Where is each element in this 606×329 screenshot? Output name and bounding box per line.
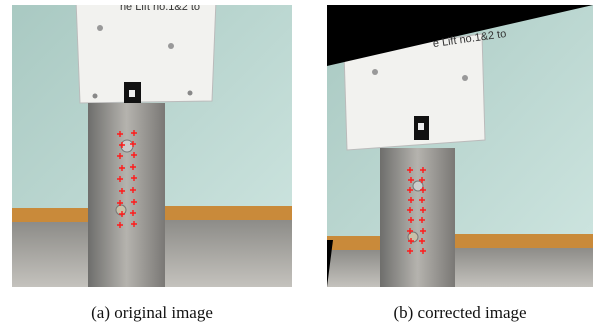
keypoint — [419, 238, 425, 244]
keypoint — [419, 217, 425, 223]
keypoint — [119, 188, 125, 194]
keypoint — [407, 187, 413, 193]
keypoint — [117, 131, 123, 137]
keypoint — [119, 211, 125, 217]
keypoint — [117, 200, 123, 206]
keypoint — [117, 176, 123, 182]
keypoint — [130, 164, 136, 170]
keypoint — [131, 152, 137, 158]
keypoint — [131, 130, 137, 136]
keypoint — [131, 175, 137, 181]
keypoint — [408, 197, 414, 203]
keypoint — [131, 221, 137, 227]
keypoint — [420, 167, 426, 173]
keypoint — [407, 228, 413, 234]
keypoints — [117, 130, 137, 228]
keypoint — [408, 177, 414, 183]
keypoints — [407, 167, 426, 254]
keypoint — [117, 153, 123, 159]
photo-corrected: e Lift no.1&2 to — [327, 5, 593, 287]
photo-original: he Lift no.1&2 to — [12, 1, 292, 287]
keypoint — [407, 248, 413, 254]
sign-text: he Lift no.1&2 to — [120, 1, 200, 13]
keypoint — [117, 222, 123, 228]
keypoint — [420, 207, 426, 213]
keypoint — [131, 199, 137, 205]
caption: (b) corrected image — [393, 303, 526, 322]
keypoint — [419, 177, 425, 183]
keypoint — [130, 141, 136, 147]
keypoint — [408, 238, 414, 244]
keypoint — [130, 210, 136, 216]
keypoint — [408, 217, 414, 223]
keypoint — [420, 248, 426, 254]
caption: (a) original image — [91, 303, 213, 322]
keypoint — [407, 207, 413, 213]
keypoint — [419, 197, 425, 203]
keypoint — [119, 142, 125, 148]
keypoint — [420, 187, 426, 193]
keypoint — [119, 165, 125, 171]
keypoint — [130, 187, 136, 193]
keypoint — [407, 167, 413, 173]
keypoint — [420, 228, 426, 234]
